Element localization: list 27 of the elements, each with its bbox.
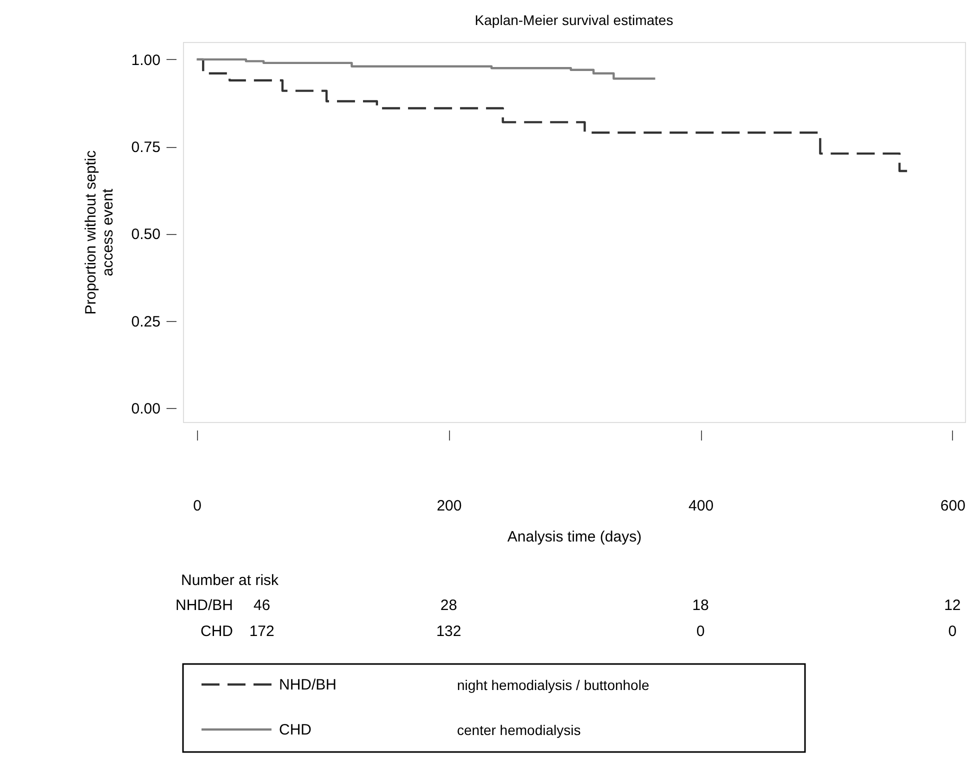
y-tick-label: 0.50 [131, 226, 160, 244]
x-tick-label: 0 [193, 498, 202, 514]
y-tick-label: 0.75 [131, 139, 160, 156]
y-tick-label: 0.00 [131, 400, 160, 418]
legend-label: NHD/BH [279, 676, 337, 694]
text: 12 [944, 597, 961, 614]
text: 18 [692, 597, 709, 614]
text: 172 [249, 623, 274, 640]
y-tick-label: 0.25 [131, 313, 160, 330]
text: Number at risk [181, 572, 280, 589]
legend-label: CHD [279, 722, 312, 738]
y-tick-label: 1.00 [131, 52, 160, 69]
text: 0 [696, 623, 705, 640]
y-axis-title: Proportion without septic access event [82, 150, 116, 315]
text: NHD/BH [175, 597, 233, 614]
x-tick-label: 600 [940, 498, 966, 514]
x-tick-label: 200 [436, 498, 462, 514]
text: 46 [254, 597, 270, 614]
text: center hemodialysis [457, 722, 581, 738]
x-axis-title: Analysis time (days) [507, 528, 642, 546]
text: 28 [440, 597, 458, 614]
x-tick-label: 400 [688, 498, 714, 514]
chart-title: Kaplan-Meier survival estimates [474, 12, 674, 28]
text: night hemodialysis / buttonhole [457, 677, 650, 693]
text: CHD [200, 623, 234, 640]
text: 0 [948, 623, 957, 640]
text: 132 [436, 623, 462, 640]
